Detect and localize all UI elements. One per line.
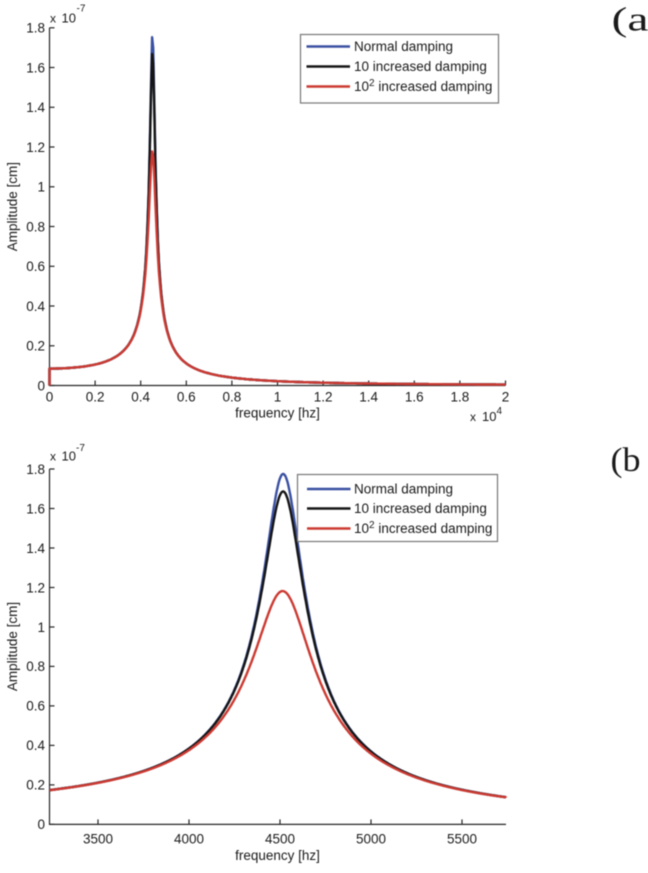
svg-text:3500: 3500	[83, 832, 113, 847]
svg-text:2: 2	[502, 390, 510, 405]
svg-text:102 increased damping: 102 increased damping	[354, 78, 492, 95]
svg-text:0.6: 0.6	[177, 390, 196, 405]
svg-text:1.6: 1.6	[26, 501, 45, 516]
svg-text:10: 10	[482, 409, 496, 424]
svg-text:0.8: 0.8	[26, 659, 45, 674]
svg-text:1.2: 1.2	[314, 390, 333, 405]
svg-text:0.4: 0.4	[26, 299, 45, 314]
svg-text:5500: 5500	[447, 832, 477, 847]
svg-text:1.4: 1.4	[26, 541, 45, 556]
svg-text:5000: 5000	[356, 832, 386, 847]
svg-text:0: 0	[37, 817, 45, 832]
svg-text:0: 0	[46, 390, 54, 405]
svg-text:10 increased damping: 10 increased damping	[354, 501, 487, 516]
svg-text:1: 1	[37, 620, 45, 635]
svg-text:1.4: 1.4	[26, 100, 45, 115]
svg-text:1.2: 1.2	[26, 580, 45, 595]
svg-text:1.4: 1.4	[359, 390, 378, 405]
svg-text:1.2: 1.2	[26, 140, 45, 155]
svg-text:frequency [hz]: frequency [hz]	[235, 406, 320, 421]
svg-text:Normal damping: Normal damping	[354, 39, 453, 54]
svg-text:0.6: 0.6	[26, 699, 45, 714]
svg-text:1: 1	[274, 390, 282, 405]
svg-text:4500: 4500	[265, 832, 295, 847]
svg-text:frequency [hz]: frequency [hz]	[235, 848, 320, 863]
svg-text:10 increased damping: 10 increased damping	[354, 59, 487, 74]
svg-text:0.2: 0.2	[86, 390, 105, 405]
svg-text:1.6: 1.6	[405, 390, 424, 405]
svg-text:-7: -7	[76, 443, 85, 454]
svg-text:0.4: 0.4	[26, 738, 45, 753]
svg-text:Amplitude [cm]: Amplitude [cm]	[5, 162, 20, 251]
svg-text:x: x	[470, 410, 476, 424]
svg-text:0.2: 0.2	[26, 339, 45, 354]
svg-text:10: 10	[62, 11, 76, 26]
svg-text:-7: -7	[77, 4, 86, 15]
svg-text:0.4: 0.4	[131, 390, 150, 405]
svg-text:0: 0	[37, 378, 45, 393]
svg-text:1.8: 1.8	[451, 390, 470, 405]
svg-text:10: 10	[62, 449, 76, 464]
svg-text:x: x	[50, 450, 56, 464]
svg-text:1.6: 1.6	[26, 60, 45, 75]
svg-text:1: 1	[37, 180, 45, 195]
svg-text:x: x	[50, 12, 56, 26]
svg-text:0.6: 0.6	[26, 259, 45, 274]
svg-text:1.8: 1.8	[26, 462, 45, 477]
svg-text:Normal damping: Normal damping	[354, 482, 453, 497]
svg-text:4: 4	[497, 406, 503, 417]
svg-text:(b: (b	[611, 442, 641, 479]
svg-text:(a: (a	[612, 2, 648, 39]
svg-text:0.8: 0.8	[26, 219, 45, 234]
svg-text:102 increased damping: 102 increased damping	[354, 520, 492, 537]
svg-text:Amplitude [cm]: Amplitude [cm]	[5, 602, 20, 691]
svg-text:0.2: 0.2	[26, 778, 45, 793]
svg-text:4000: 4000	[174, 832, 204, 847]
svg-text:0.8: 0.8	[223, 390, 242, 405]
svg-text:1.8: 1.8	[26, 21, 45, 36]
